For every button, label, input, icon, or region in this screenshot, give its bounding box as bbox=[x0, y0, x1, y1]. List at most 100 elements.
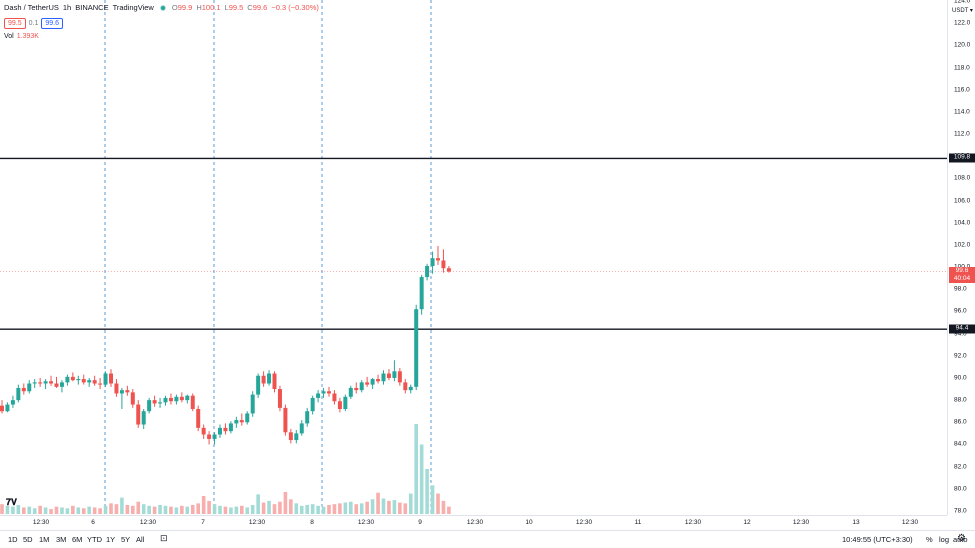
source-label: TradingView bbox=[112, 3, 154, 12]
volume-bar bbox=[305, 505, 309, 514]
candle-body bbox=[32, 382, 37, 384]
price-tick-label: 108.0 bbox=[954, 174, 971, 182]
volume-bar bbox=[403, 503, 408, 514]
range-button-5d[interactable]: 5D bbox=[23, 535, 33, 544]
candle-body bbox=[316, 393, 321, 398]
low-key: L bbox=[224, 3, 229, 12]
percent-toggle[interactable]: % bbox=[926, 535, 933, 544]
volume-bar bbox=[332, 504, 337, 514]
volume-bar bbox=[180, 505, 184, 514]
volume-bar bbox=[16, 505, 21, 514]
price-tick-label: 96.0 bbox=[954, 307, 967, 315]
range-button-6m[interactable]: 6M bbox=[72, 535, 83, 544]
sell-button[interactable]: 99.5 bbox=[4, 18, 26, 29]
symbol-legend: Dash / TetherUS 1h BINANCE TradingView O… bbox=[4, 3, 319, 12]
candle-body bbox=[103, 373, 108, 385]
buy-sell-quote: 99.5 0.1 99.6 bbox=[4, 18, 63, 29]
volume-bar bbox=[299, 505, 304, 514]
volume-bar bbox=[125, 505, 130, 514]
candle-body bbox=[267, 373, 272, 384]
candle-body bbox=[76, 379, 81, 381]
price-tick-label: 88.0 bbox=[954, 396, 967, 404]
candle-body bbox=[261, 375, 266, 384]
volume-bar bbox=[392, 500, 397, 514]
interval-label[interactable]: 1h bbox=[62, 3, 72, 12]
currency-label: USDT bbox=[952, 8, 969, 14]
time-tick-label: 12:30 bbox=[901, 519, 919, 526]
candle-body bbox=[337, 401, 342, 409]
volume-value: 1.393K bbox=[16, 33, 39, 40]
volume-bar bbox=[92, 507, 97, 514]
close-value: 99.6 bbox=[252, 3, 268, 12]
time-tick-label: 10 bbox=[525, 519, 533, 526]
candle-body bbox=[321, 391, 326, 394]
candle-body bbox=[201, 427, 206, 435]
candle-body bbox=[98, 383, 103, 385]
log-toggle[interactable]: log bbox=[939, 535, 950, 544]
price-scale[interactable]: USDT ▾ 124.0 122.0 120.0 118.0 116.0 114.0 112… bbox=[947, 0, 975, 515]
volume-bar bbox=[103, 505, 108, 514]
candle-body bbox=[239, 420, 244, 423]
volume-bar bbox=[87, 506, 91, 514]
settings-icon[interactable]: ⚙ bbox=[957, 533, 966, 544]
chart-pane[interactable]: Dash / TetherUS 1h BINANCE TradingView O… bbox=[0, 0, 947, 515]
candle-body bbox=[370, 379, 375, 385]
candle-body bbox=[119, 390, 124, 394]
volume-bar bbox=[354, 504, 359, 514]
volume-bar bbox=[141, 504, 146, 514]
volume-bar bbox=[250, 505, 255, 514]
volume-bar bbox=[207, 500, 211, 514]
range-button-all[interactable]: All bbox=[136, 535, 145, 544]
candle-body bbox=[386, 373, 391, 378]
clock-label[interactable]: 10:49:55 (UTC+3:30) bbox=[842, 535, 913, 544]
volume-bar bbox=[43, 507, 48, 514]
candle-body bbox=[54, 383, 59, 387]
symbol-name[interactable]: Dash / TetherUS bbox=[4, 3, 59, 12]
buy-button[interactable]: 99.6 bbox=[41, 18, 63, 29]
time-tick-label: 12:30 bbox=[248, 519, 266, 526]
candle-body bbox=[419, 277, 424, 310]
candle-body bbox=[223, 427, 228, 432]
time-tick-label: 12 bbox=[743, 519, 751, 526]
range-button-1m[interactable]: 1M bbox=[39, 535, 50, 544]
volume-bar bbox=[272, 504, 277, 514]
price-chart[interactable] bbox=[0, 0, 947, 515]
close-key: C bbox=[247, 3, 253, 12]
time-scale[interactable]: 12:30 6 12:30 7 12:30 8 12:30 9 12:30 10 12:30 11 12… bbox=[0, 515, 947, 529]
volume-bar bbox=[447, 506, 451, 514]
candle-body bbox=[218, 427, 222, 435]
price-tick-label: 122.0 bbox=[954, 19, 971, 27]
candle-body bbox=[446, 268, 451, 272]
range-button-3m[interactable]: 3M bbox=[56, 535, 67, 544]
volume-bar bbox=[152, 506, 157, 514]
volume-bar bbox=[240, 505, 244, 514]
date-range-icon[interactable]: ⊡ bbox=[160, 533, 168, 543]
volume-bar bbox=[349, 501, 353, 514]
volume-legend[interactable]: Vol 1.393K bbox=[4, 33, 39, 40]
chevron-down-icon: ▾ bbox=[969, 8, 973, 14]
candle-body bbox=[207, 434, 212, 439]
volume-bar bbox=[283, 491, 288, 514]
candle-body bbox=[376, 379, 381, 382]
candle-body bbox=[43, 381, 48, 384]
price-tick-label: 98.0 bbox=[954, 285, 967, 293]
candle-body bbox=[158, 402, 163, 404]
candle-body bbox=[310, 397, 315, 412]
line-price-tag-lower: 94.4 bbox=[949, 324, 975, 334]
candle-body bbox=[332, 393, 337, 402]
range-button-ytd[interactable]: YTD bbox=[87, 535, 102, 544]
range-button-1d[interactable]: 1D bbox=[8, 535, 18, 544]
time-tick-label: 12:30 bbox=[684, 519, 702, 526]
tradingview-logo-icon[interactable]: 𝟕𝐕 bbox=[6, 498, 17, 508]
currency-selector[interactable]: USDT ▾ bbox=[952, 7, 973, 14]
candle-body bbox=[114, 383, 119, 394]
auto-toggle[interactable]: auto bbox=[953, 535, 968, 544]
candle-body bbox=[354, 387, 359, 391]
volume-bar bbox=[289, 499, 293, 514]
candle-body bbox=[147, 400, 152, 412]
volume-bar bbox=[278, 501, 282, 514]
range-button-5y[interactable]: 5Y bbox=[121, 535, 131, 544]
range-button-1y[interactable]: 1Y bbox=[106, 535, 116, 544]
volume-bar bbox=[190, 505, 195, 514]
volume-bar bbox=[5, 505, 10, 514]
